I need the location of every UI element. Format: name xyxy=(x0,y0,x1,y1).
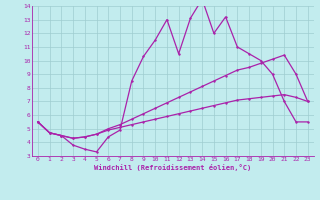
X-axis label: Windchill (Refroidissement éolien,°C): Windchill (Refroidissement éolien,°C) xyxy=(94,164,252,171)
